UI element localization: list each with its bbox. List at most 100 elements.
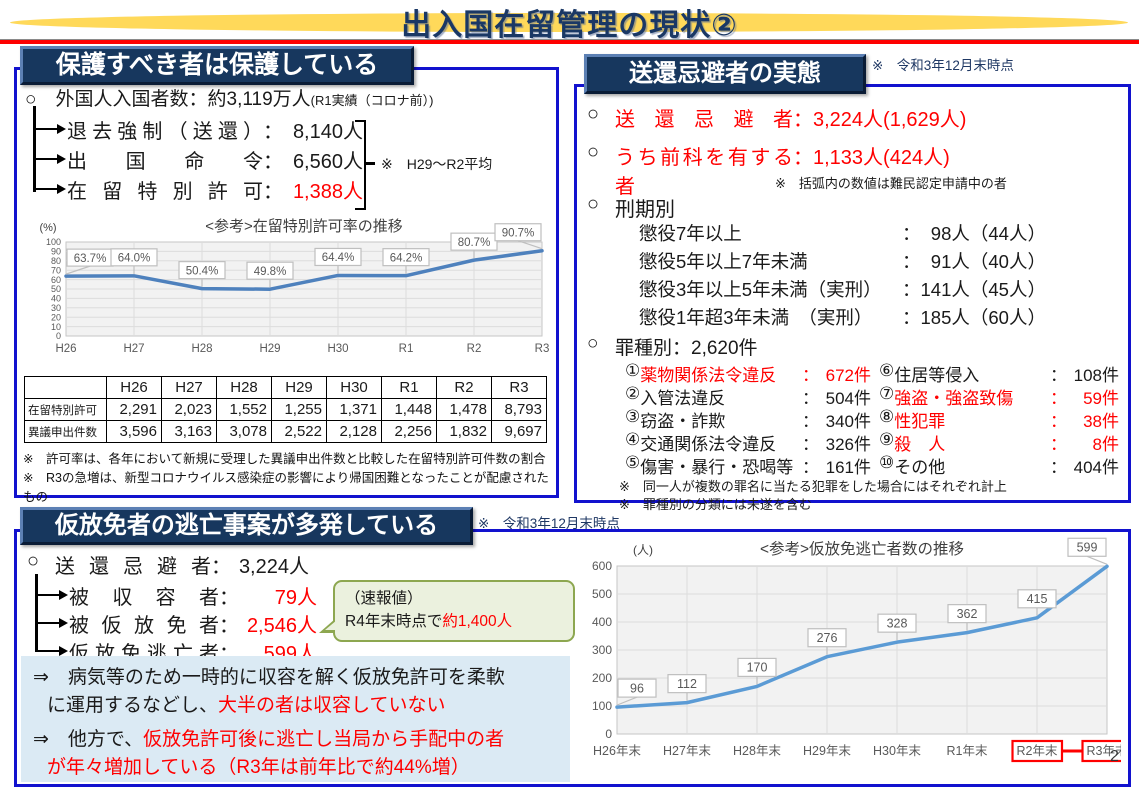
crime-label: 交通関係法令違反 <box>640 435 777 454</box>
svg-text:90.7%: 90.7% <box>502 227 535 239</box>
tree-row-special-permission: 在留特別許可 ： 1,388人 <box>33 174 363 204</box>
crime-number: ⑥ <box>879 361 895 380</box>
term-label: 懲役5年以上7年未満 <box>639 251 808 272</box>
panel-protect-header: 保護すべき者は保護している <box>20 46 414 85</box>
tree-row-detainees: 被収容者 ： 79人 <box>35 581 317 609</box>
crime-row: ② 入管法違反 ： 504件 <box>625 384 871 409</box>
svg-text:R2年末: R2年末 <box>1017 744 1058 758</box>
svg-text:90: 90 <box>51 247 61 257</box>
header-cell: H27 <box>161 376 217 399</box>
term-value: 91人（40人） <box>920 251 1046 272</box>
header-cell <box>24 376 107 399</box>
entrants-row: ○ 外国人入国者数：約3,119万人(R1実績（コロナ前）) <box>25 84 433 111</box>
page-number: 2 <box>1110 748 1119 765</box>
svg-text:64.0%: 64.0% <box>118 252 151 264</box>
svg-text:64.2%: 64.2% <box>390 252 423 264</box>
svg-text:30: 30 <box>51 303 61 313</box>
footnote: ※ R3の急増は、新型コロナウイルス感染症の影響により帰国困難となったことが配慮… <box>23 471 549 505</box>
crime-number: ③ <box>625 407 641 426</box>
callout-line2: R4年末時点で <box>345 613 443 631</box>
cell: 1,448 <box>381 398 437 421</box>
svg-text:500: 500 <box>592 587 612 601</box>
svg-text:70: 70 <box>51 265 61 275</box>
header-cell: R2 <box>436 376 492 399</box>
cell: 1,552 <box>216 398 272 421</box>
crime-label: 強盗・強盗致傷 <box>894 389 1014 408</box>
colon: ： <box>902 307 921 328</box>
colon: ： <box>802 389 819 408</box>
tree-row-parolees: 被仮放免者 ： 2,546人 <box>35 609 317 637</box>
evaders-count-row: ○ 送還忌避者 ： 3,224人(1,629人) <box>587 103 966 132</box>
svg-text:R3年末: R3年末 <box>1087 744 1121 758</box>
header-cell: R1 <box>381 376 437 399</box>
svg-text:415: 415 <box>1027 592 1048 606</box>
title-underline <box>0 39 1139 44</box>
tree-row-departure-order: 出国命令 ： 6,560人 <box>33 144 363 174</box>
svg-text:50.4%: 50.4% <box>186 265 219 277</box>
svg-text:R3: R3 <box>535 343 550 355</box>
crime-row: ① 薬物関係法令違反 ： 672件 <box>625 361 871 386</box>
escapee-chart: 0 100 200 300 400 500 600 H26年末 H27年末 H28年末 H29年末 H… <box>569 536 1134 785</box>
crime-value: 672件 <box>825 366 871 385</box>
cell: 3,163 <box>161 420 217 443</box>
term-value: 141人（45人） <box>920 279 1046 300</box>
svg-text:80: 80 <box>51 256 61 266</box>
header-cell: H26 <box>106 376 162 399</box>
circle-bullet: ○ <box>587 193 600 215</box>
svg-text:H30年末: H30年末 <box>873 744 921 758</box>
svg-text:R2: R2 <box>467 343 482 355</box>
crime-label: 性犯罪 <box>894 412 946 431</box>
svg-text:(人): (人) <box>633 543 653 557</box>
svg-text:H26年末: H26年末 <box>593 744 641 758</box>
term-row: 懲役7年以上 ： 98人（44人） <box>639 220 1046 246</box>
permit-rate-chart: 0 10 20 30 40 50 60 70 80 90 100 H26 H27 H28 H29 H30 R1 R… <box>22 216 550 373</box>
table-row: 異議申出件数 3,596 3,163 3,078 2,522 2,128 2,2… <box>24 420 547 443</box>
crime-value: 504件 <box>825 389 871 408</box>
conclusion-line: が年々増加している（R3年は前年比で約44%増） <box>47 756 470 778</box>
callout-line2-red: 約1,400人 <box>442 613 513 631</box>
term-row: 懲役3年以上5年未満（実刑） ： 141人（45人） <box>639 276 1046 302</box>
crime-number: ② <box>625 384 641 403</box>
parole-count-row: ○ 送還忌避者 ： 3,224人 <box>27 550 309 579</box>
svg-text:0: 0 <box>605 727 612 741</box>
svg-text:(%): (%) <box>39 222 56 234</box>
colon: ： <box>793 109 813 131</box>
arrow-connector-icon <box>35 649 59 653</box>
colon: ： <box>219 614 239 637</box>
term-value: 98人（44人） <box>920 223 1046 244</box>
paren-note: ※ 括弧内の数値は難民認定申請中の者 <box>775 176 1007 191</box>
crime-row: ⑩ その他 ： 404件 <box>879 453 1119 478</box>
parole-asof-note: ※ 令和3年12月末時点 <box>478 516 620 531</box>
colon: ： <box>263 180 283 203</box>
criminal-record-row: ○ うち前科を有する者 ： 1,133人(424人) <box>587 141 950 199</box>
crime-value: 340件 <box>825 412 871 431</box>
term-section-header: ○ 刑期別 <box>587 193 675 222</box>
crime-number: ⑧ <box>879 407 895 426</box>
row-value: 1,388人 <box>292 180 363 203</box>
svg-text:100: 100 <box>592 699 612 713</box>
header-cell: R3 <box>491 376 547 399</box>
arrow-connector-icon <box>35 593 59 597</box>
colon: ： <box>802 366 819 385</box>
arrow-connector-icon <box>33 157 57 161</box>
term-row: 懲役1年超3年未満 （実刑） ： 185人（60人） <box>639 304 1046 330</box>
crime-number: ⑤ <box>625 453 641 472</box>
svg-text:362: 362 <box>957 607 978 621</box>
svg-text:H28: H28 <box>191 343 212 355</box>
panel-evaders-header: 送還忌避者の実態 <box>584 54 866 94</box>
crime-value: 59件 <box>1083 389 1119 408</box>
colon: ： <box>802 412 819 431</box>
crime-row: ④ 交通関係法令違反 ： 326件 <box>625 430 871 455</box>
conclusion-line: に運用するなどし、大半の者は収容していない <box>47 694 446 716</box>
cell: 2,128 <box>326 420 382 443</box>
svg-text:10: 10 <box>51 322 61 332</box>
term-label: 懲役1年超3年未満 （実刑） <box>639 307 873 328</box>
colon: ： <box>902 251 921 272</box>
item-value: 1,133人(424人) <box>813 147 950 169</box>
crime-label: 殺 人 <box>894 435 946 454</box>
tree-trunk <box>35 574 38 651</box>
item-label: うち前科を有する者 <box>615 147 793 198</box>
crime-value: 404件 <box>1073 458 1119 477</box>
arrow-connector-icon <box>33 127 57 131</box>
svg-text:R1: R1 <box>399 343 414 355</box>
